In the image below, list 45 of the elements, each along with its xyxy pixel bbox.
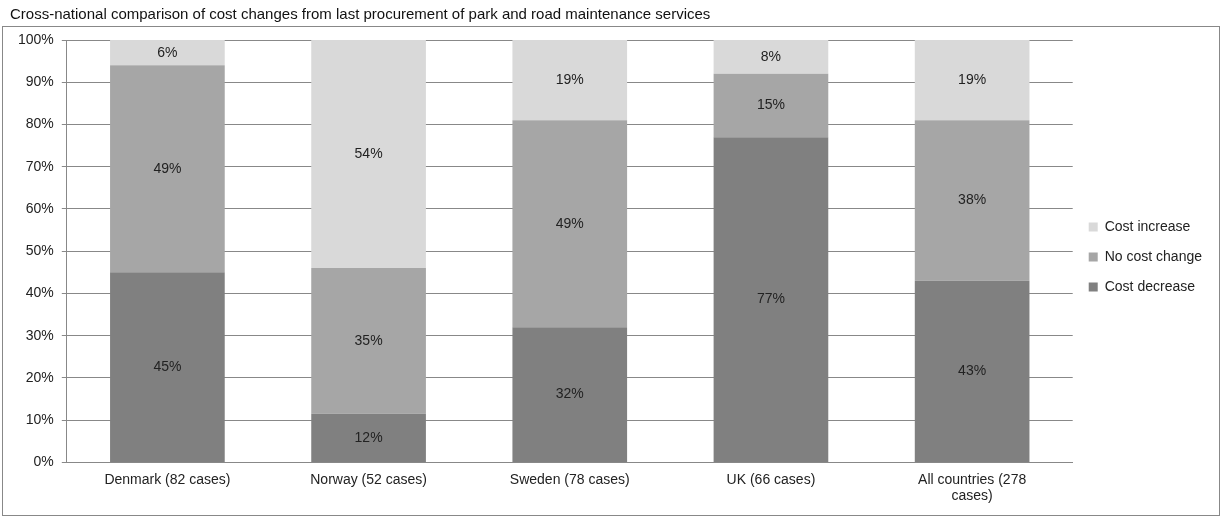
data-label: 6% xyxy=(157,43,178,60)
data-label: 12% xyxy=(354,428,383,445)
y-tick-label: 10% xyxy=(25,411,54,428)
legend-label: Cost increase xyxy=(1104,217,1191,234)
legend-label: Cost decrease xyxy=(1104,277,1196,294)
data-label: 15% xyxy=(756,96,785,113)
y-tick-label: 30% xyxy=(25,326,54,343)
y-tick-label: 20% xyxy=(25,368,54,385)
bar xyxy=(311,268,426,414)
x-tick-label: Norway (52 cases) xyxy=(310,470,427,487)
bar xyxy=(713,73,829,138)
y-tick-label: 40% xyxy=(25,284,54,301)
data-label: 35% xyxy=(354,331,383,348)
data-label: 49% xyxy=(555,214,584,231)
y-tick-label: 90% xyxy=(25,73,54,90)
data-label: 8% xyxy=(760,47,782,64)
data-label: 49% xyxy=(153,159,182,176)
data-label: 45% xyxy=(153,357,182,374)
data-label: 32% xyxy=(555,385,584,402)
bar xyxy=(914,40,1030,121)
legend-label: No cost change xyxy=(1104,247,1203,264)
data-label: 19% xyxy=(555,70,584,87)
data-label: 43% xyxy=(958,362,987,379)
bar xyxy=(512,40,628,121)
data-label: 38% xyxy=(958,191,987,208)
data-label: 54% xyxy=(354,144,383,161)
y-tick-label: 0% xyxy=(33,453,54,470)
y-tick-label: 100% xyxy=(17,30,54,47)
y-tick-label: 50% xyxy=(25,242,54,259)
data-label: 77% xyxy=(756,290,785,307)
y-tick-label: 80% xyxy=(25,115,54,132)
x-tick-label: Sweden (78 cases) xyxy=(509,470,630,487)
bar xyxy=(311,40,426,269)
x-tick-label: All countries (278 cases) xyxy=(918,470,1027,504)
x-tick-label: UK (66 cases) xyxy=(726,470,816,487)
data-label: 19% xyxy=(958,70,987,87)
bar xyxy=(512,120,628,328)
bar xyxy=(110,40,225,66)
bar xyxy=(110,65,225,273)
y-tick-label: 70% xyxy=(25,157,54,174)
x-tick-label: Denmark (82 cases) xyxy=(104,470,231,487)
bar xyxy=(914,120,1030,281)
y-tick-label: 60% xyxy=(25,199,54,216)
bar xyxy=(713,40,829,74)
chart-title: Cross-national comparison of cost changes from last procurement of park and road maintenance services xyxy=(10,5,711,23)
